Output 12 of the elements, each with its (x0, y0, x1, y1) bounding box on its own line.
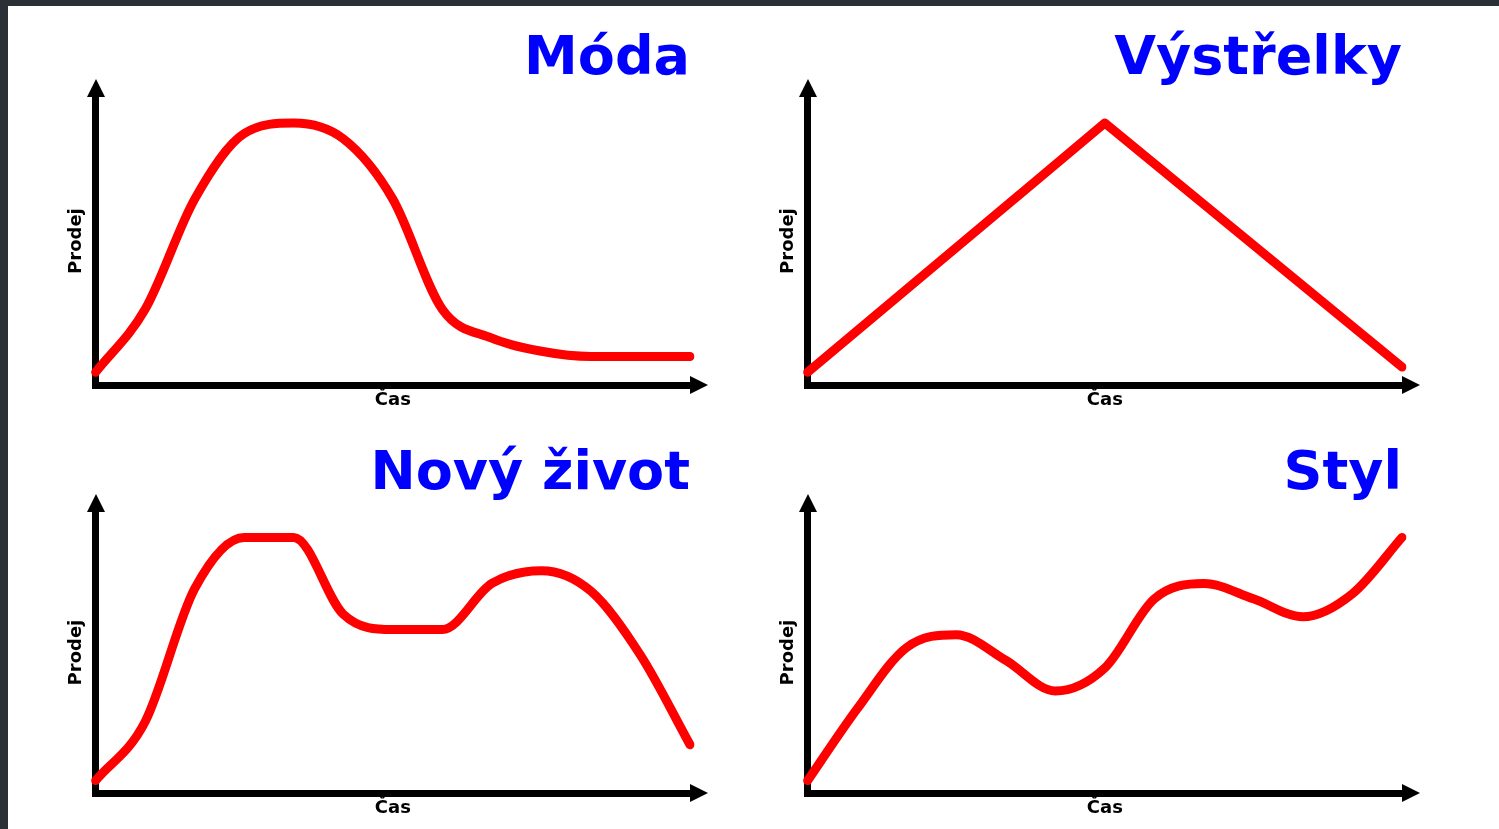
y-axis-title: Prodej (64, 208, 86, 274)
chart-title: Styl (1283, 439, 1402, 503)
y-axis-title: Prodej (64, 619, 86, 686)
x-axis-title: Čas (1086, 795, 1123, 817)
x-axis-title: Čas (374, 795, 411, 817)
chart-title: Nový život (370, 439, 690, 503)
x-axis-title: Čas (1086, 387, 1123, 409)
chart-title: Móda (524, 24, 690, 88)
y-axis-title: Prodej (776, 208, 798, 274)
chart-title: Výstřelky (1114, 24, 1402, 88)
y-axis-title: Prodej (776, 619, 798, 686)
x-axis-title: Čas (374, 387, 411, 409)
